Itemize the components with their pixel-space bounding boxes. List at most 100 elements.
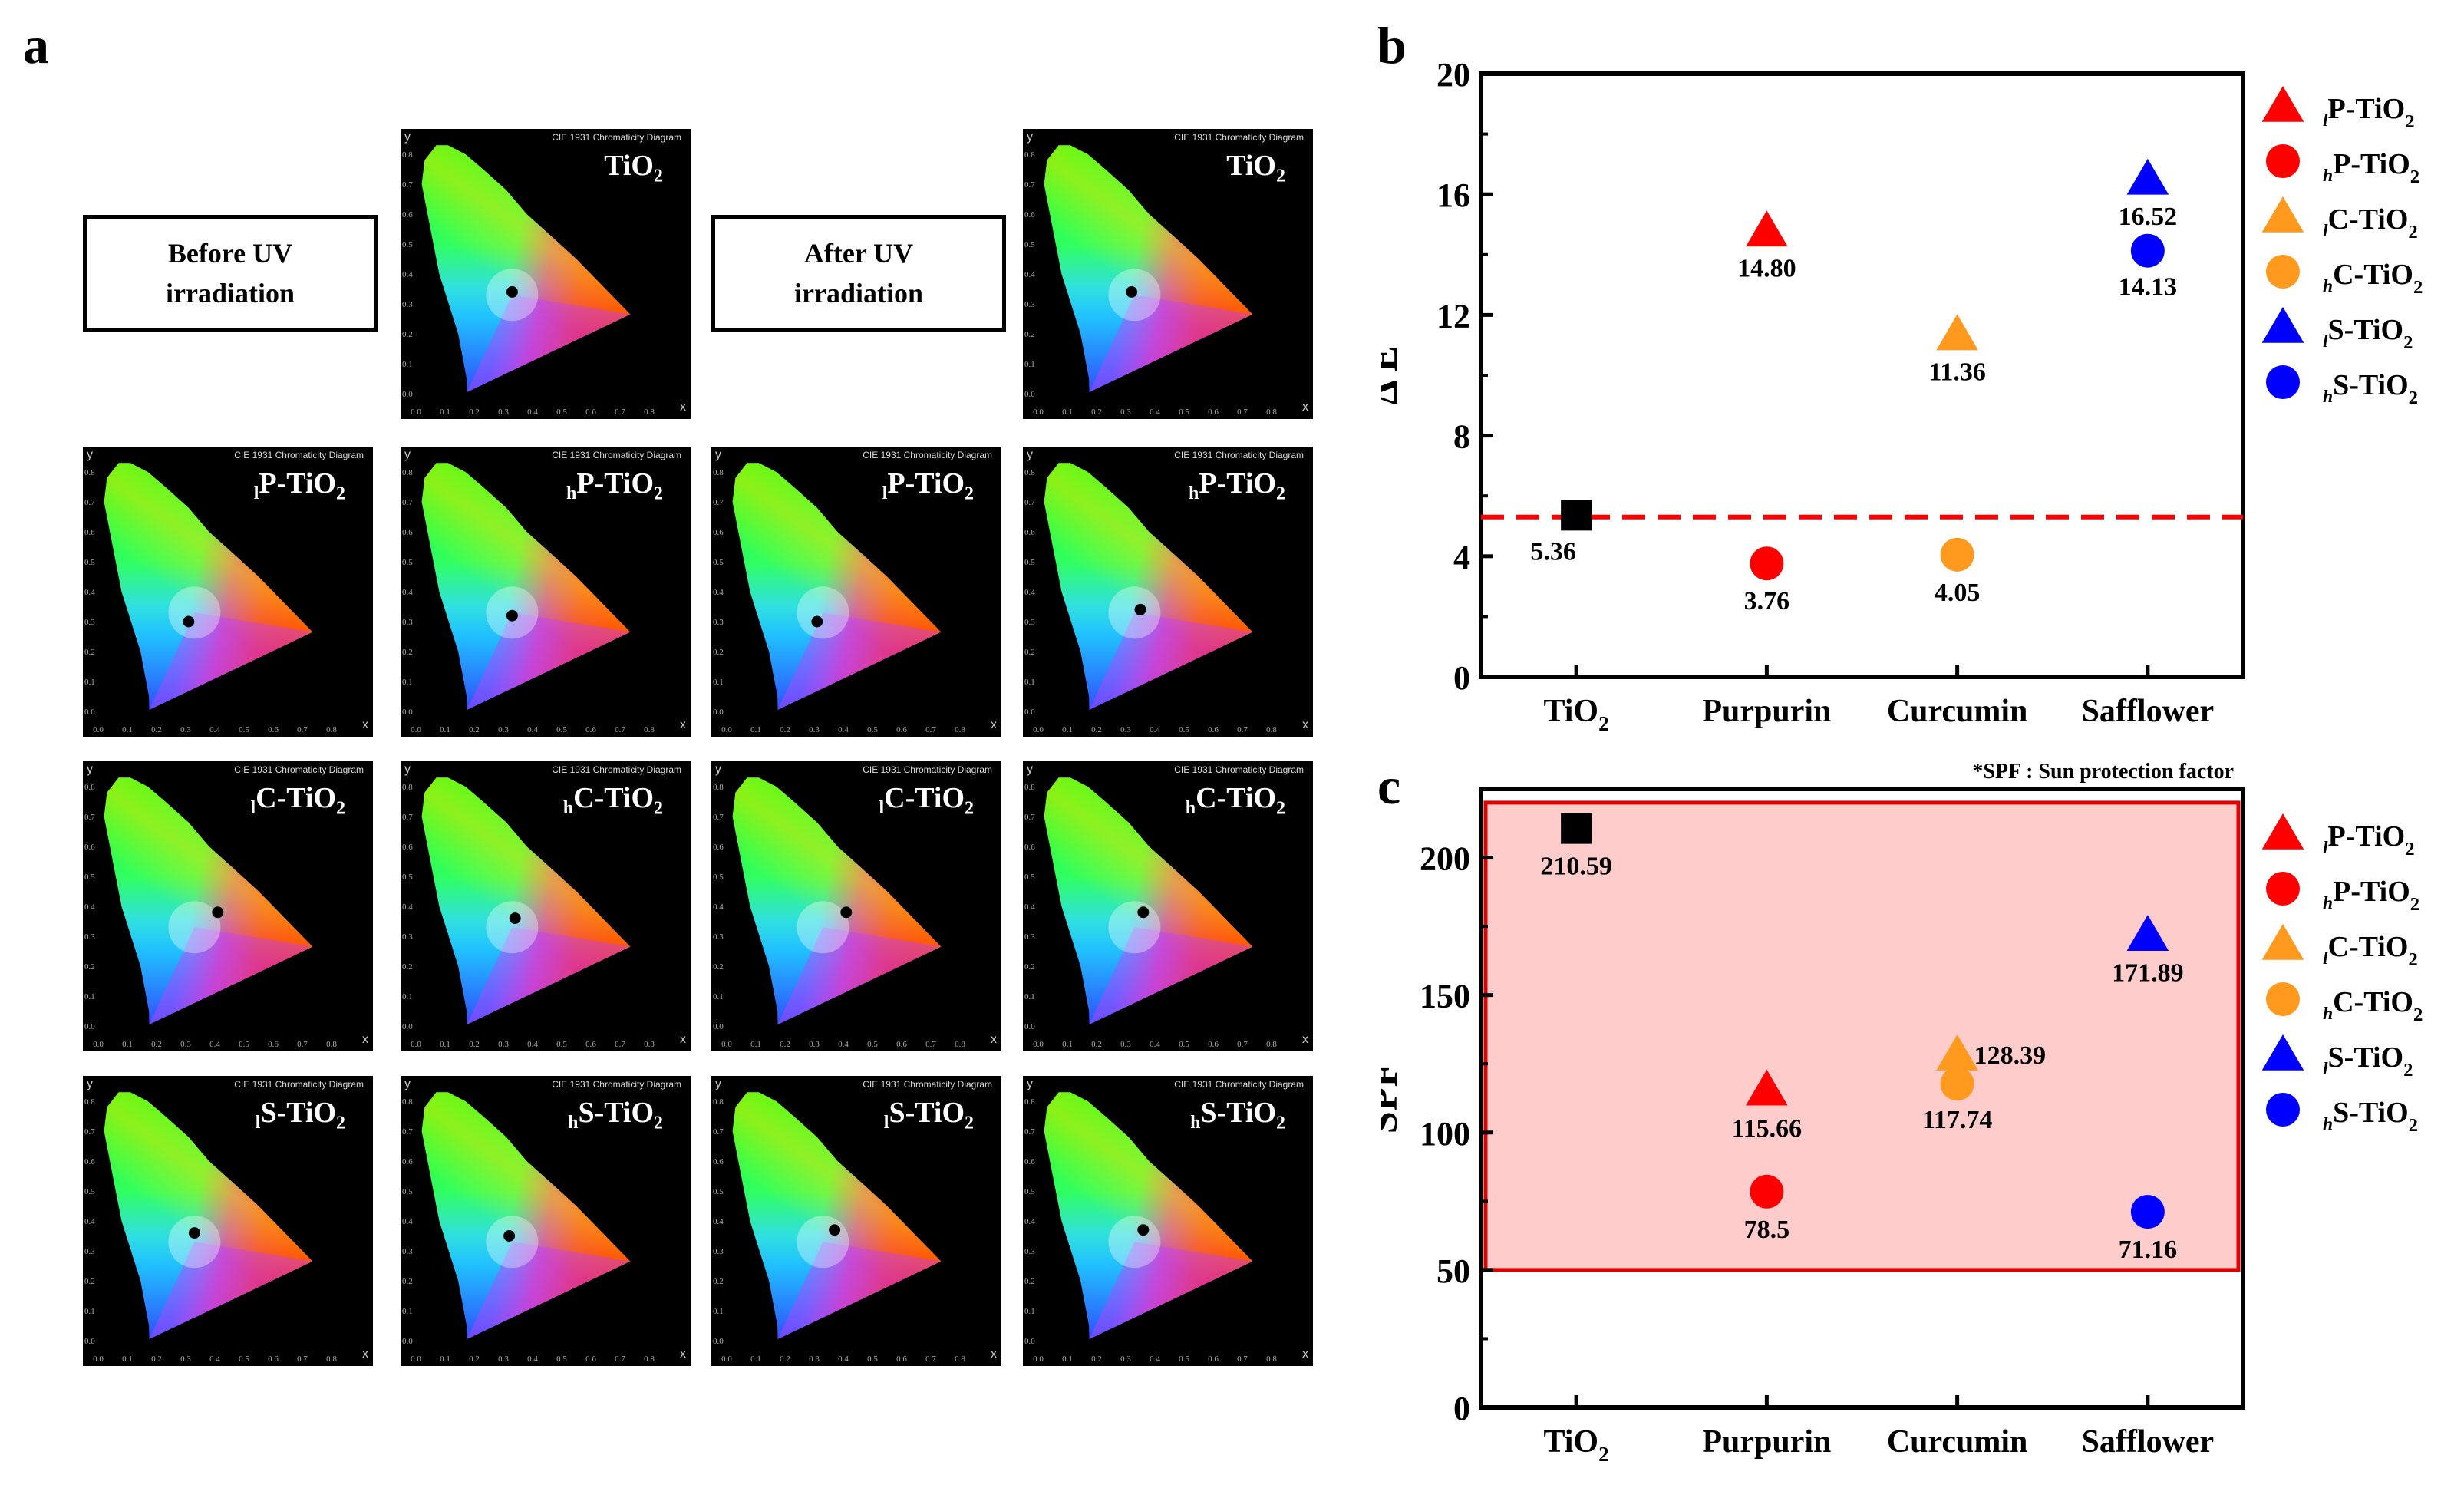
cie-sample-point bbox=[1137, 906, 1150, 919]
cie-y-tick: 0.1 bbox=[713, 678, 724, 687]
cie-x-tick: 0.4 bbox=[1150, 407, 1160, 417]
cie-x-tick: 0.6 bbox=[896, 1040, 907, 1049]
cie-title: CIE 1931 Chromaticity Diagram bbox=[863, 764, 992, 775]
cie-plot: 0.0 0.1 0.2 0.3 0.4 0.5 0.6 0.7 0.8 0.0 0.1 0.2 0.3 0… bbox=[84, 1092, 337, 1364]
cie-x-tick: 0.8 bbox=[644, 1354, 655, 1364]
cie-gamut-purple bbox=[467, 295, 631, 393]
cie-y-tick: 0.3 bbox=[402, 618, 413, 627]
before-uv-line2: irradiation bbox=[166, 278, 295, 308]
cie-y-tick: 0.6 bbox=[84, 1157, 95, 1166]
cie-sample-label: lP-TiO2 bbox=[882, 467, 974, 504]
legend-label: hS-TiO2 bbox=[2323, 1097, 2418, 1136]
cie-title: CIE 1931 Chromaticity Diagram bbox=[1174, 764, 1304, 775]
cie-x-tick: 0.7 bbox=[297, 725, 308, 734]
cie-x-tick: 0.6 bbox=[585, 725, 596, 734]
cie-x-tick: 0.0 bbox=[721, 1354, 732, 1364]
cie-y-tick: 0.3 bbox=[402, 300, 413, 309]
cie-y-tick: 0.4 bbox=[84, 1217, 95, 1226]
cie-y-tick: 0.2 bbox=[1024, 962, 1035, 972]
data-point-hp-tio2 bbox=[1750, 1174, 1784, 1209]
cie-y-tick: 0.7 bbox=[713, 498, 724, 507]
cie-y-tick: 0.5 bbox=[713, 1187, 724, 1196]
before-uv-label: Before UV irradiation bbox=[83, 215, 378, 332]
cie-y-axis-letter: y bbox=[404, 763, 411, 776]
cie-x-tick: 0.2 bbox=[151, 1040, 162, 1049]
cie-x-tick: 0.4 bbox=[527, 1354, 538, 1364]
x-category-label: Purpurin bbox=[1702, 694, 1831, 729]
cie-x-tick: 0.1 bbox=[122, 725, 133, 734]
cie-x-tick: 0.4 bbox=[209, 1354, 220, 1364]
cie-x-tick: 0.8 bbox=[326, 725, 337, 734]
data-point-hc-tio2 bbox=[1940, 1067, 1974, 1101]
cie-x-tick: 0.6 bbox=[268, 1040, 279, 1049]
cie-diagram-lstio-after: 0.0 0.1 0.2 0.3 0.4 0.5 0.6 0.7 0.8 0.0 0.1 0.2 0.3 0… bbox=[711, 1076, 1001, 1366]
cie-x-tick: 0.6 bbox=[896, 725, 907, 734]
cie-x-tick: 0.6 bbox=[268, 725, 279, 734]
cie-y-tick: 0.1 bbox=[713, 1307, 724, 1316]
cie-x-tick: 0.7 bbox=[615, 1354, 625, 1364]
data-label: 171.89 bbox=[2112, 958, 2184, 987]
y-tick-label: 150 bbox=[1420, 978, 1470, 1015]
data-point-hs-tio2 bbox=[2130, 1195, 2165, 1229]
cie-x-tick: 0.6 bbox=[585, 407, 596, 417]
cie-y-tick: 0.1 bbox=[84, 678, 95, 687]
cie-y-tick: 0.1 bbox=[1024, 1307, 1035, 1316]
cie-gamut-yellow bbox=[421, 463, 631, 711]
cie-x-tick: 0.5 bbox=[867, 725, 878, 734]
cie-y-tick: 0.7 bbox=[84, 813, 95, 822]
cie-x-axis-letter: x bbox=[991, 718, 997, 731]
cie-x-tick: 0.4 bbox=[209, 725, 220, 734]
cie-x-tick: 0.2 bbox=[780, 1040, 790, 1049]
data-point-ls-tio2 bbox=[2126, 158, 2169, 195]
cie-x-tick: 0.3 bbox=[498, 407, 509, 417]
cie-x-tick: 0.0 bbox=[411, 725, 421, 734]
cie-x-tick: 0.0 bbox=[1033, 1040, 1044, 1049]
cie-x-tick: 0.4 bbox=[527, 725, 538, 734]
cie-y-axis-letter: y bbox=[87, 763, 93, 776]
cie-plot: 0.0 0.1 0.2 0.3 0.4 0.5 0.6 0.7 0.8 0.0 0.1 0.2 0.3 0… bbox=[713, 1092, 965, 1364]
cie-gamut-yellow bbox=[421, 1092, 631, 1340]
cie-y-tick: 0.4 bbox=[713, 902, 724, 912]
cie-sample-point bbox=[1137, 1224, 1150, 1236]
cie-x-tick: 0.1 bbox=[1062, 1354, 1073, 1364]
cie-y-tick: 0.5 bbox=[402, 240, 413, 249]
y-tick-label: 16 bbox=[1437, 177, 1470, 214]
cie-y-tick: 0.2 bbox=[84, 1277, 95, 1286]
cie-sample-point bbox=[183, 615, 195, 628]
cie-y-tick: 0.3 bbox=[713, 932, 724, 942]
cie-gamut-purple bbox=[467, 612, 631, 711]
cie-x-tick: 0.4 bbox=[527, 1040, 538, 1049]
cie-y-tick: 0.3 bbox=[1024, 1247, 1035, 1256]
cie-white-point bbox=[1108, 586, 1161, 639]
cie-title: CIE 1931 Chromaticity Diagram bbox=[234, 764, 364, 775]
x-category-label: Safflower bbox=[2082, 1424, 2215, 1460]
cie-x-tick: 0.7 bbox=[297, 1354, 308, 1364]
cie-x-axis-letter: x bbox=[991, 1348, 997, 1361]
cie-x-axis-letter: x bbox=[680, 1348, 686, 1361]
cie-gamut-purple bbox=[777, 1242, 942, 1340]
data-label: 14.80 bbox=[1737, 254, 1796, 282]
before-uv-line1: Before UV bbox=[167, 237, 293, 269]
data-label: 128.39 bbox=[1974, 1041, 2047, 1070]
cie-y-tick: 0.6 bbox=[713, 1157, 724, 1166]
cie-y-axis-letter: y bbox=[87, 1077, 93, 1090]
cie-x-tick: 0.6 bbox=[1208, 407, 1219, 417]
plot-frame bbox=[1479, 787, 2245, 1410]
legend-marker bbox=[2261, 307, 2304, 343]
cie-y-tick: 0.6 bbox=[84, 528, 95, 537]
cie-x-tick: 0.2 bbox=[469, 407, 480, 417]
cie-y-tick: 0.7 bbox=[84, 498, 95, 507]
cie-x-tick: 0.7 bbox=[925, 725, 936, 734]
cie-y-tick: 0.0 bbox=[1024, 708, 1035, 717]
cie-y-tick: 0.2 bbox=[713, 962, 724, 972]
cie-y-tick: 0.4 bbox=[402, 588, 413, 597]
cie-y-tick: 0.0 bbox=[1024, 390, 1035, 399]
cie-x-tick: 0.8 bbox=[955, 1040, 965, 1049]
cie-x-axis-letter: x bbox=[1302, 718, 1308, 731]
cie-title: CIE 1931 Chromaticity Diagram bbox=[1174, 1079, 1304, 1090]
cie-y-axis-letter: y bbox=[715, 1077, 721, 1090]
cie-gamut-purple bbox=[777, 927, 942, 1025]
cie-x-tick: 0.3 bbox=[498, 1354, 509, 1364]
cie-x-tick: 0.5 bbox=[239, 725, 249, 734]
cie-plot: 0.0 0.1 0.2 0.3 0.4 0.5 0.6 0.7 0.8 0.0 0.1 0.2 0.3 0… bbox=[1024, 777, 1277, 1049]
